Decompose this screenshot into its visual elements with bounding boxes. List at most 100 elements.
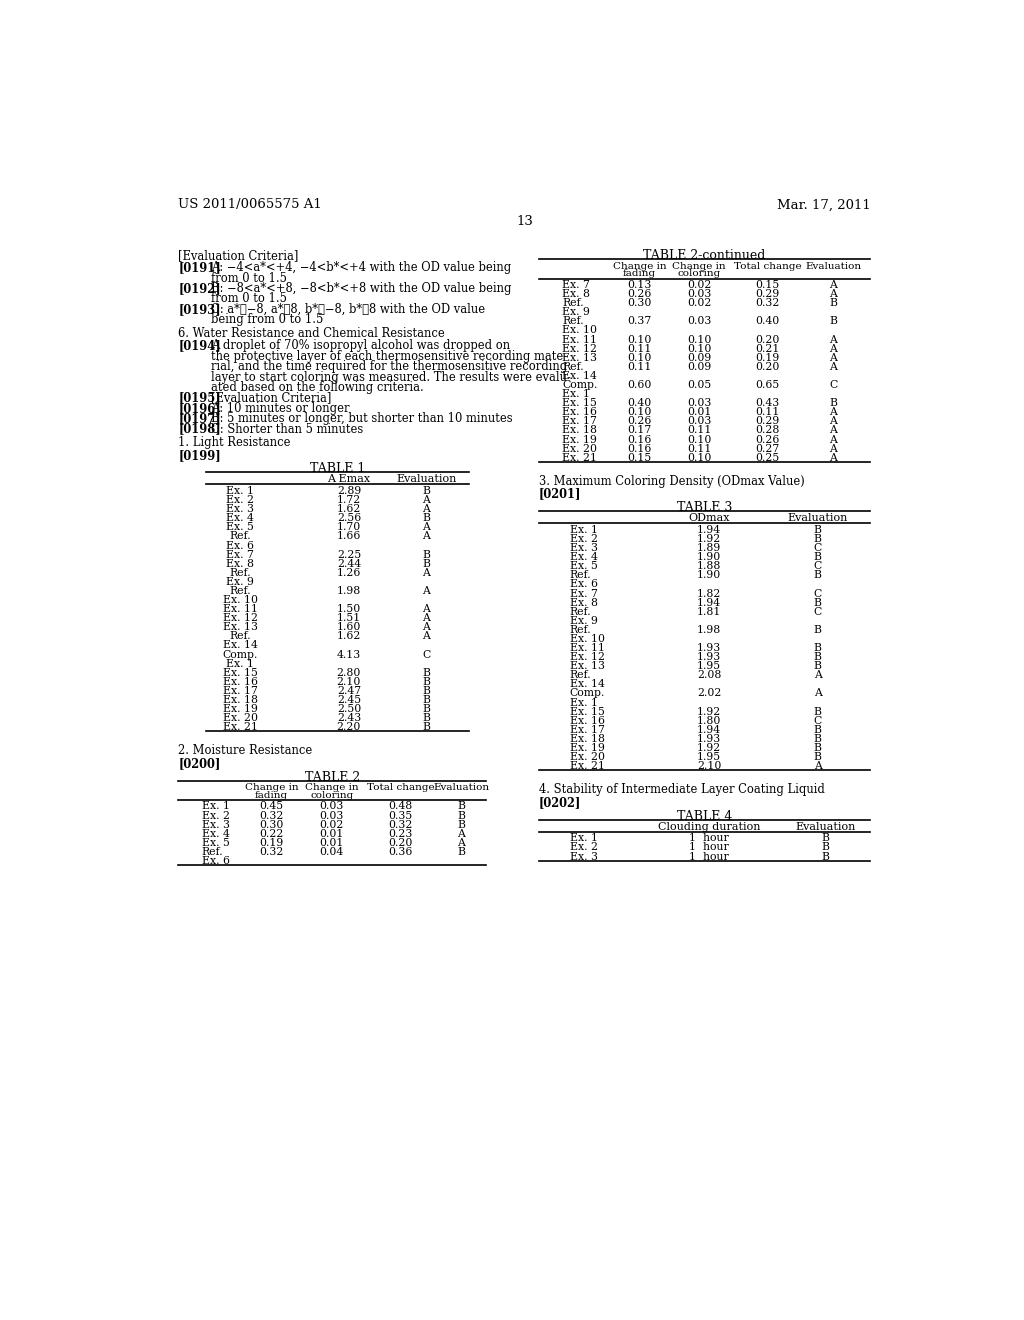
Text: 0.20: 0.20	[755, 362, 779, 372]
Text: Ex. 1: Ex. 1	[569, 697, 598, 708]
Text: Ex. 6: Ex. 6	[569, 579, 598, 590]
Text: Ex. 17: Ex. 17	[569, 725, 604, 735]
Text: Ex. 18: Ex. 18	[569, 734, 605, 744]
Text: 2. Moisture Resistance: 2. Moisture Resistance	[178, 744, 312, 758]
Text: Ex. 16: Ex. 16	[223, 677, 258, 686]
Text: Ex. 16: Ex. 16	[569, 715, 605, 726]
Text: from 0 to 1.5: from 0 to 1.5	[211, 293, 287, 305]
Text: Change in: Change in	[673, 261, 726, 271]
Text: Ex. 5: Ex. 5	[226, 523, 254, 532]
Text: 0.04: 0.04	[319, 847, 344, 857]
Text: Ex. 4: Ex. 4	[202, 829, 229, 838]
Text: 0.26: 0.26	[628, 289, 651, 300]
Text: A: −4<a*<+4, −4<b*<+4 with the OD value being: A: −4<a*<+4, −4<b*<+4 with the OD value …	[211, 261, 511, 275]
Text: A: A	[423, 568, 430, 578]
Text: 1.95: 1.95	[697, 661, 721, 671]
Text: A: A	[423, 586, 430, 597]
Text: A: A	[829, 453, 838, 463]
Text: 0.23: 0.23	[389, 829, 413, 838]
Text: 0.05: 0.05	[687, 380, 712, 389]
Text: 0.10: 0.10	[687, 453, 712, 463]
Text: 0.10: 0.10	[687, 343, 712, 354]
Text: A: A	[829, 362, 838, 372]
Text: Ex. 17: Ex. 17	[562, 416, 597, 426]
Text: rial, and the time required for the thermosensitive recording: rial, and the time required for the ther…	[211, 360, 567, 374]
Text: 1.94: 1.94	[697, 525, 721, 535]
Text: Total change: Total change	[367, 783, 434, 792]
Text: B: B	[814, 552, 821, 562]
Text: 2.02: 2.02	[697, 689, 722, 698]
Text: [0195]: [0195]	[178, 391, 221, 404]
Text: B: B	[814, 570, 821, 581]
Text: B: B	[814, 643, 821, 653]
Text: 1  hour: 1 hour	[689, 833, 729, 843]
Text: Ex. 9: Ex. 9	[569, 615, 598, 626]
Text: C: C	[422, 649, 430, 660]
Text: Evaluation: Evaluation	[805, 261, 861, 271]
Text: [0200]: [0200]	[178, 758, 221, 770]
Text: 0.03: 0.03	[687, 289, 712, 300]
Text: 0.48: 0.48	[389, 801, 413, 812]
Text: 2.47: 2.47	[337, 686, 360, 696]
Text: Ex. 15: Ex. 15	[562, 399, 597, 408]
Text: Ex. 12: Ex. 12	[223, 614, 258, 623]
Text: 0.01: 0.01	[319, 838, 344, 847]
Text: A: A	[829, 280, 838, 290]
Text: 0.26: 0.26	[628, 416, 651, 426]
Text: B: B	[814, 661, 821, 671]
Text: Ref.: Ref.	[562, 317, 584, 326]
Text: 1.26: 1.26	[337, 568, 361, 578]
Text: Ex. 10: Ex. 10	[223, 595, 258, 605]
Text: A: A	[423, 605, 430, 614]
Text: Evaluation: Evaluation	[396, 474, 457, 484]
Text: 1.82: 1.82	[697, 589, 722, 598]
Text: fading: fading	[623, 269, 656, 279]
Text: 0.03: 0.03	[687, 317, 712, 326]
Text: 0.10: 0.10	[628, 352, 651, 363]
Text: Ex. 10: Ex. 10	[569, 634, 605, 644]
Text: Ex. 1: Ex. 1	[562, 389, 590, 399]
Text: 0.40: 0.40	[628, 399, 651, 408]
Text: 1.81: 1.81	[697, 607, 722, 616]
Text: B: −8<a*<+8, −8<b*<+8 with the OD value being: B: −8<a*<+8, −8<b*<+8 with the OD value …	[211, 282, 511, 294]
Text: C: C	[814, 589, 822, 598]
Text: 0.02: 0.02	[319, 820, 344, 829]
Text: A: A	[829, 425, 838, 436]
Text: A: A	[829, 408, 838, 417]
Text: 2.45: 2.45	[337, 696, 360, 705]
Text: Ex. 1: Ex. 1	[226, 486, 254, 496]
Text: B: B	[814, 535, 821, 544]
Text: Comp.: Comp.	[562, 380, 597, 389]
Text: 1.98: 1.98	[697, 624, 721, 635]
Text: 13: 13	[516, 215, 534, 228]
Text: Ex. 2: Ex. 2	[202, 810, 229, 821]
Text: A: A	[423, 631, 430, 642]
Text: 2.43: 2.43	[337, 713, 361, 723]
Text: 1.93: 1.93	[697, 643, 721, 653]
Text: Ex. 21: Ex. 21	[569, 762, 605, 771]
Text: 1.94: 1.94	[697, 598, 721, 607]
Text: 2.20: 2.20	[337, 722, 361, 733]
Text: Ex. 20: Ex. 20	[223, 713, 258, 723]
Text: A: A	[829, 444, 838, 454]
Text: Ex. 11: Ex. 11	[569, 643, 605, 653]
Text: 0.11: 0.11	[687, 444, 712, 454]
Text: 0.65: 0.65	[756, 380, 779, 389]
Text: 0.21: 0.21	[755, 343, 779, 354]
Text: Ex. 3: Ex. 3	[569, 851, 598, 862]
Text: Mar. 17, 2011: Mar. 17, 2011	[777, 198, 871, 211]
Text: 0.10: 0.10	[628, 334, 651, 345]
Text: Ex. 13: Ex. 13	[223, 622, 258, 632]
Text: B: B	[821, 833, 829, 843]
Text: B: B	[814, 525, 821, 535]
Text: A: A	[829, 343, 838, 354]
Text: Ex. 19: Ex. 19	[569, 743, 604, 752]
Text: Change in: Change in	[245, 783, 298, 792]
Text: 2.25: 2.25	[337, 549, 361, 560]
Text: 2.10: 2.10	[697, 762, 722, 771]
Text: [0196]: [0196]	[178, 401, 221, 414]
Text: 0.11: 0.11	[628, 343, 651, 354]
Text: Ex. 9: Ex. 9	[562, 308, 590, 317]
Text: C: C	[829, 380, 838, 389]
Text: Ex. 11: Ex. 11	[223, 605, 258, 614]
